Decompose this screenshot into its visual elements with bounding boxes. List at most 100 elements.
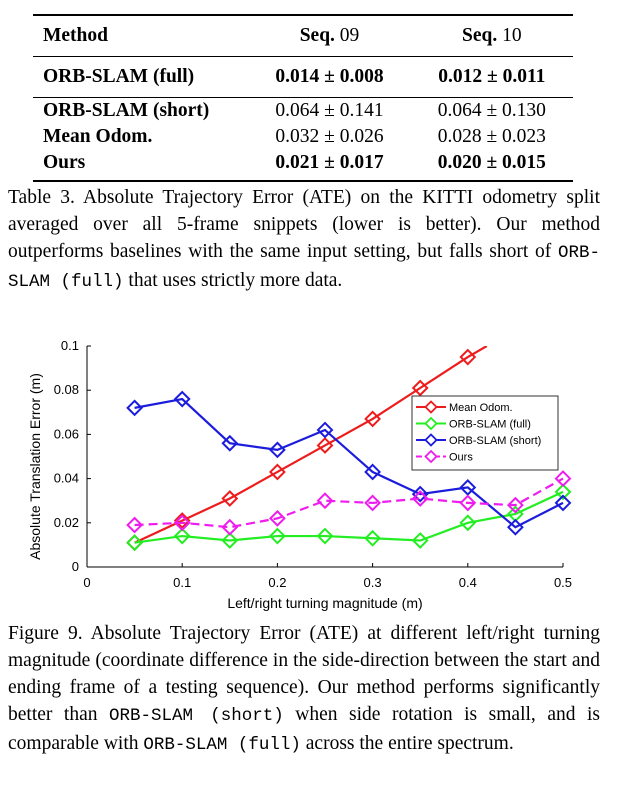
table-row: ORB-SLAM (full) 0.014 ± 0.008 0.012 ± 0.… (33, 56, 573, 98)
seq10-cell: 0.020 ± 0.015 (437, 152, 546, 173)
x-tick-label: 0.5 (554, 575, 572, 590)
seq10-cell: 0.064 ± 0.130 (437, 100, 546, 121)
series-line (134, 490, 564, 544)
data-point-marker (554, 470, 572, 488)
x-tick-label: 0 (83, 575, 90, 590)
data-point-marker (221, 434, 239, 452)
series-2 (126, 390, 572, 536)
data-point-marker (411, 532, 429, 549)
figure-caption-text-end: across the entire spectrum. (300, 733, 514, 754)
chart-series (126, 346, 572, 552)
data-point-marker (173, 390, 191, 408)
x-tick-label: 0.4 (459, 575, 477, 590)
legend-marker (424, 433, 438, 447)
method-cell: Mean Odom. (43, 126, 153, 147)
data-point-marker (268, 463, 286, 481)
table-caption-text-end: that uses strictly more data. (123, 270, 343, 291)
data-point-marker (554, 483, 572, 501)
seq09-header-label: Seq. (299, 25, 335, 46)
data-point-marker (364, 463, 382, 481)
figure-caption: Figure 9. Absolute Trajectory Error (ATE… (8, 620, 600, 759)
data-point-marker (459, 479, 477, 496)
method-header: Method (43, 25, 108, 46)
figure-caption-text-mid: when side rotation is small, and is comp… (8, 704, 601, 754)
ate-line-chart: 0 0.1 0.2 0.3 0.4 0.5 0 0.02 0.04 0.06 0.08 0.1 Left… (27, 338, 572, 611)
series-0 (126, 346, 488, 552)
data-point-marker (459, 514, 477, 532)
table-row: Ours 0.021 ± 0.017 0.020 ± 0.015 (33, 150, 573, 181)
data-point-marker (221, 532, 239, 549)
data-point-marker (364, 529, 382, 547)
table-caption: Table 3. Absolute Trajectory Error (ATE)… (8, 184, 600, 296)
method-cell: Ours (43, 152, 86, 173)
x-tick-label: 0.3 (364, 575, 382, 590)
results-table: Method Seq. 09 Seq. 10 ORB-SLAM (full) 0… (33, 14, 573, 182)
y-tick-label: 0 (72, 559, 79, 574)
legend-label: ORB-SLAM (short) (449, 435, 541, 447)
legend-label: ORB-SLAM (full) (449, 419, 531, 431)
data-point-marker (506, 518, 524, 536)
data-point-marker (554, 494, 572, 512)
data-point-marker (364, 494, 382, 512)
data-point-marker (173, 512, 191, 530)
series-line (134, 477, 564, 529)
series-line (134, 397, 564, 529)
table-caption-code: ORB-SLAM (full) (8, 243, 600, 292)
data-point-marker (221, 490, 239, 507)
data-point-marker (126, 534, 144, 552)
legend-marker (424, 416, 438, 431)
x-axis-label: Left/right turning magnitude (m) (227, 595, 422, 611)
data-point-marker (411, 485, 429, 503)
figure-caption-text: Figure 9. Absolute Trajectory Error (ATE… (8, 623, 600, 725)
table-row: Mean Odom. 0.032 ± 0.026 0.028 ± 0.023 (33, 124, 573, 150)
seq09-cell: 0.064 ± 0.141 (275, 100, 384, 121)
legend-marker (424, 449, 438, 464)
seq09-cell: 0.032 ± 0.026 (275, 126, 384, 147)
data-point-marker (126, 399, 144, 417)
seq10-header-label: Seq. (462, 25, 498, 46)
data-point-marker (126, 516, 144, 534)
data-point-marker (268, 527, 286, 545)
data-point-marker (459, 494, 477, 512)
seq10-header-number: 10 (502, 25, 522, 46)
data-point-marker (268, 509, 286, 527)
data-point-marker (173, 527, 191, 545)
method-cell: ORB-SLAM (short) (43, 100, 210, 121)
seq10-header: Seq. 10 (411, 15, 573, 57)
y-tick-label: 0.04 (54, 471, 79, 486)
seq09-cell: 0.014 ± 0.008 (275, 66, 384, 87)
table-caption-text: Table 3. Absolute Trajectory Error (ATE)… (8, 187, 600, 262)
data-point-marker (316, 437, 334, 454)
data-point-marker (316, 527, 334, 545)
seq09-header-number: 09 (339, 25, 360, 46)
figure-caption-code-full: ORB-SLAM (full) (143, 735, 301, 755)
y-tick-label: 0.06 (54, 426, 79, 441)
chart-axes: 0 0.1 0.2 0.3 0.4 0.5 0 0.02 0.04 0.06 0.08 0.1 Left… (27, 338, 572, 611)
figure-caption-code-short: ORB-SLAM (short) (109, 706, 284, 726)
data-point-marker (506, 496, 524, 514)
series-1 (126, 483, 572, 552)
method-cell: ORB-SLAM (full) (43, 66, 195, 87)
table-header-row: Method Seq. 09 Seq. 10 (33, 15, 573, 57)
y-tick-label: 0.1 (61, 338, 79, 353)
legend-label: Ours (449, 452, 473, 464)
x-tick-label: 0.2 (268, 575, 286, 590)
seq09-header: Seq. 09 (248, 15, 410, 57)
legend-marker (424, 400, 438, 414)
seq10-cell: 0.028 ± 0.023 (437, 126, 546, 147)
series-3 (126, 470, 572, 536)
y-tick-label: 0.02 (54, 515, 79, 530)
data-point-marker (316, 492, 334, 510)
seq10-cell: 0.012 ± 0.011 (438, 66, 546, 87)
data-point-marker (221, 518, 239, 536)
seq09-cell: 0.021 ± 0.017 (275, 152, 384, 173)
data-point-marker (268, 441, 286, 459)
data-point-marker (173, 514, 191, 532)
data-point-marker (459, 348, 477, 366)
chart-legend: Mean Odom. ORB-SLAM (full) ORB-SLAM (short… (411, 395, 559, 471)
y-axis-label: Absolute Translation Error (m) (27, 373, 43, 560)
data-point-marker (411, 379, 429, 397)
data-point-marker (316, 421, 334, 439)
series-line (134, 346, 488, 544)
table-row: ORB-SLAM (short) 0.064 ± 0.141 0.064 ± 0… (33, 97, 573, 125)
